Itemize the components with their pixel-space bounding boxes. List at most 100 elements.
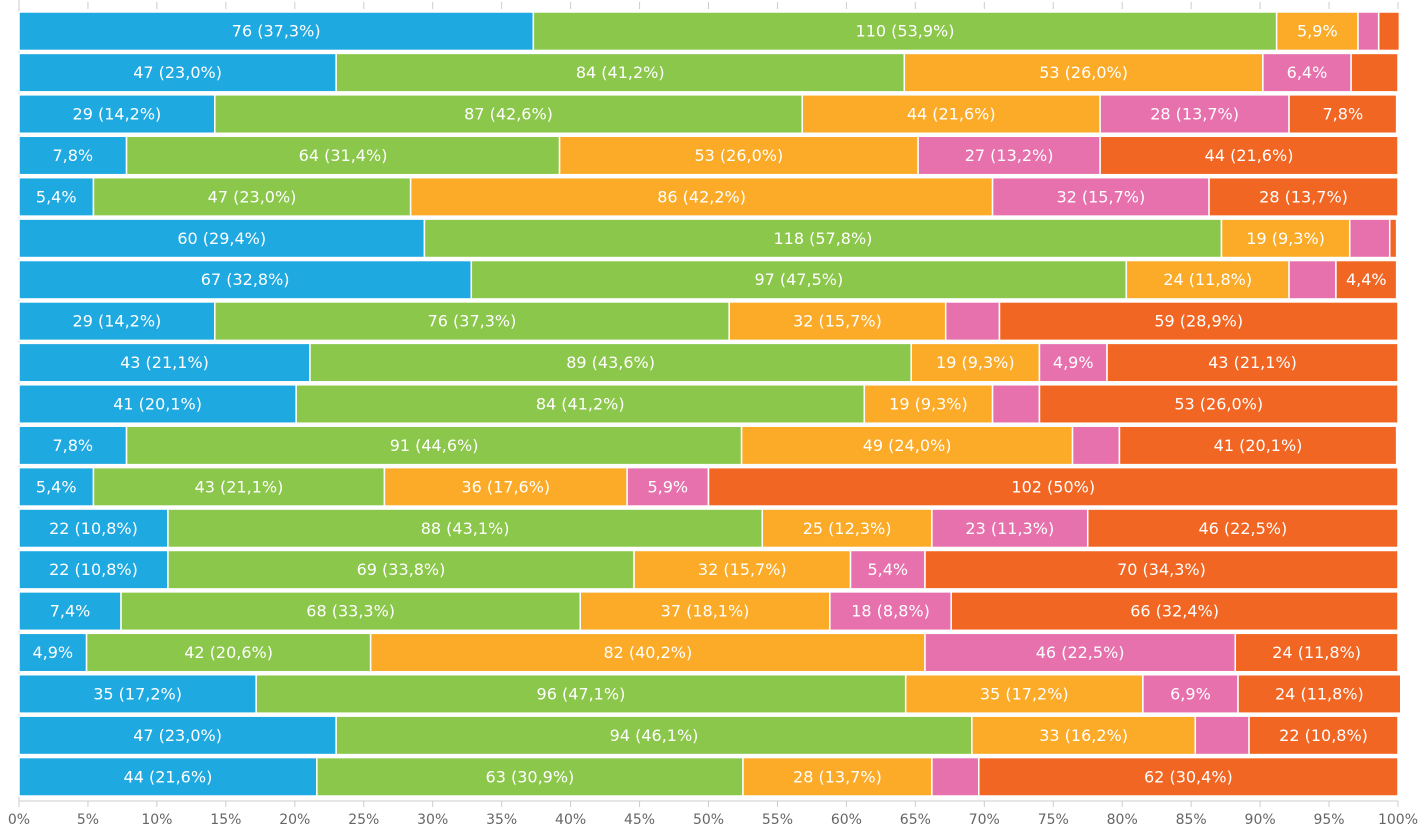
data-label: 24 (11,8%) bbox=[1272, 643, 1361, 662]
data-label: 41 (20,1%) bbox=[113, 395, 202, 414]
bar-segment bbox=[85, 632, 372, 673]
data-label: 4,4% bbox=[1346, 270, 1387, 289]
bar-segment bbox=[1388, 218, 1398, 259]
bar-segment bbox=[991, 384, 1041, 424]
data-label: 46 (22,5%) bbox=[1036, 643, 1125, 662]
bar-segment bbox=[740, 425, 1074, 466]
data-label: 43 (21,1%) bbox=[1208, 353, 1297, 372]
data-label: 24 (11,8%) bbox=[1163, 270, 1252, 289]
data-label: 7,4% bbox=[50, 602, 91, 621]
bar-segment bbox=[1106, 342, 1399, 383]
data-label: 22 (10,8%) bbox=[49, 519, 138, 538]
x-tick-label: 5% bbox=[77, 812, 99, 828]
bar-segment bbox=[214, 94, 804, 135]
data-label: 36 (17,6%) bbox=[461, 477, 550, 496]
x-tick-label: 100% bbox=[1378, 812, 1418, 828]
data-label: 4,9% bbox=[1053, 353, 1094, 372]
data-label: 94 (46,1%) bbox=[610, 726, 699, 745]
data-label: 118 (57,8%) bbox=[773, 229, 872, 248]
x-tick-label: 20% bbox=[279, 812, 310, 828]
data-label: 22 (10,8%) bbox=[49, 560, 138, 579]
x-tick-label: 15% bbox=[210, 812, 241, 828]
bar-segment bbox=[801, 94, 1101, 135]
data-label: 28 (13,7%) bbox=[1150, 105, 1239, 124]
bar-segment bbox=[998, 301, 1399, 342]
bar-segment bbox=[18, 384, 297, 424]
bar-segment bbox=[991, 176, 1210, 217]
data-label: 64 (31,4%) bbox=[299, 146, 388, 165]
bar-segment bbox=[1208, 176, 1399, 217]
bar-segment bbox=[409, 176, 994, 217]
bar-segment bbox=[1335, 259, 1398, 300]
bar-segment bbox=[931, 756, 980, 797]
data-label: 19 (9,3%) bbox=[936, 353, 1015, 372]
data-label: 42 (20,6%) bbox=[184, 643, 273, 662]
data-label: 43 (21,1%) bbox=[120, 353, 209, 372]
data-label: 5,4% bbox=[36, 477, 77, 496]
data-label: 84 (41,2%) bbox=[576, 63, 665, 82]
data-label: 68 (33,3%) bbox=[306, 602, 395, 621]
bar-segment bbox=[1142, 673, 1239, 714]
bar-segment bbox=[950, 591, 1399, 632]
bar-segment bbox=[18, 94, 216, 135]
x-tick-label: 55% bbox=[762, 812, 793, 828]
bar-segment bbox=[910, 342, 1041, 383]
data-label: 84 (41,2%) bbox=[536, 395, 625, 414]
bar-segment bbox=[924, 549, 1399, 590]
bar-segment bbox=[1288, 259, 1337, 300]
data-label: 6,4% bbox=[1287, 63, 1328, 82]
data-label: 76 (37,3%) bbox=[428, 312, 517, 331]
data-label: 76 (37,3%) bbox=[232, 22, 321, 41]
bar-segment bbox=[369, 632, 926, 673]
bar-segment bbox=[18, 135, 128, 176]
data-label: 82 (40,2%) bbox=[603, 643, 692, 662]
bar-segment bbox=[1038, 384, 1399, 424]
x-tick-label: 60% bbox=[831, 812, 862, 828]
x-tick-label: 70% bbox=[969, 812, 1000, 828]
data-label: 67 (32,8%) bbox=[201, 270, 290, 289]
data-label: 89 (43,6%) bbox=[566, 353, 655, 372]
data-label: 6,9% bbox=[1170, 684, 1211, 703]
bar-segment bbox=[18, 632, 88, 673]
bar-segment bbox=[1377, 11, 1401, 52]
bar-segment bbox=[383, 466, 628, 507]
data-label: 87 (42,6%) bbox=[464, 105, 553, 124]
data-label: 88 (43,1%) bbox=[421, 519, 510, 538]
bar-segment bbox=[470, 259, 1128, 300]
bar-segment bbox=[1086, 508, 1399, 549]
bar-segment bbox=[125, 135, 561, 176]
bar-segment bbox=[863, 384, 994, 424]
bar-segment bbox=[18, 218, 426, 259]
bar-segment bbox=[1237, 673, 1402, 714]
x-tick-label: 10% bbox=[141, 812, 172, 828]
bar-segment bbox=[944, 301, 1001, 342]
bar-segment bbox=[18, 425, 128, 466]
data-label: 5,9% bbox=[1297, 22, 1338, 41]
bar-segment bbox=[1357, 11, 1380, 52]
data-label: 28 (13,7%) bbox=[1259, 187, 1348, 206]
bar-segment bbox=[558, 135, 919, 176]
x-tick-label: 95% bbox=[1313, 812, 1344, 828]
bar-segment bbox=[1348, 218, 1391, 259]
data-label: 5,4% bbox=[867, 560, 908, 579]
bar-segment bbox=[707, 466, 1399, 507]
data-label: 19 (9,3%) bbox=[889, 395, 968, 414]
bar-segment bbox=[18, 52, 337, 93]
bar-segment bbox=[1118, 425, 1398, 466]
data-label: 18 (8,8%) bbox=[851, 602, 930, 621]
data-label: 59 (28,9%) bbox=[1154, 312, 1243, 331]
x-tick-label: 50% bbox=[693, 812, 724, 828]
bar-segment bbox=[309, 342, 912, 383]
data-label: 29 (14,2%) bbox=[73, 105, 162, 124]
x-tick-label: 35% bbox=[486, 812, 517, 828]
x-tick-label: 30% bbox=[417, 812, 448, 828]
bar-segment bbox=[18, 342, 311, 383]
bar-segment bbox=[633, 549, 852, 590]
data-label: 35 (17,2%) bbox=[93, 684, 182, 703]
bar-segment bbox=[924, 632, 1237, 673]
x-tick-label: 85% bbox=[1176, 812, 1207, 828]
data-label: 47 (23,0%) bbox=[133, 726, 222, 745]
bar-segment bbox=[904, 673, 1144, 714]
bar-segment bbox=[18, 591, 122, 632]
data-label: 47 (23,0%) bbox=[133, 63, 222, 82]
